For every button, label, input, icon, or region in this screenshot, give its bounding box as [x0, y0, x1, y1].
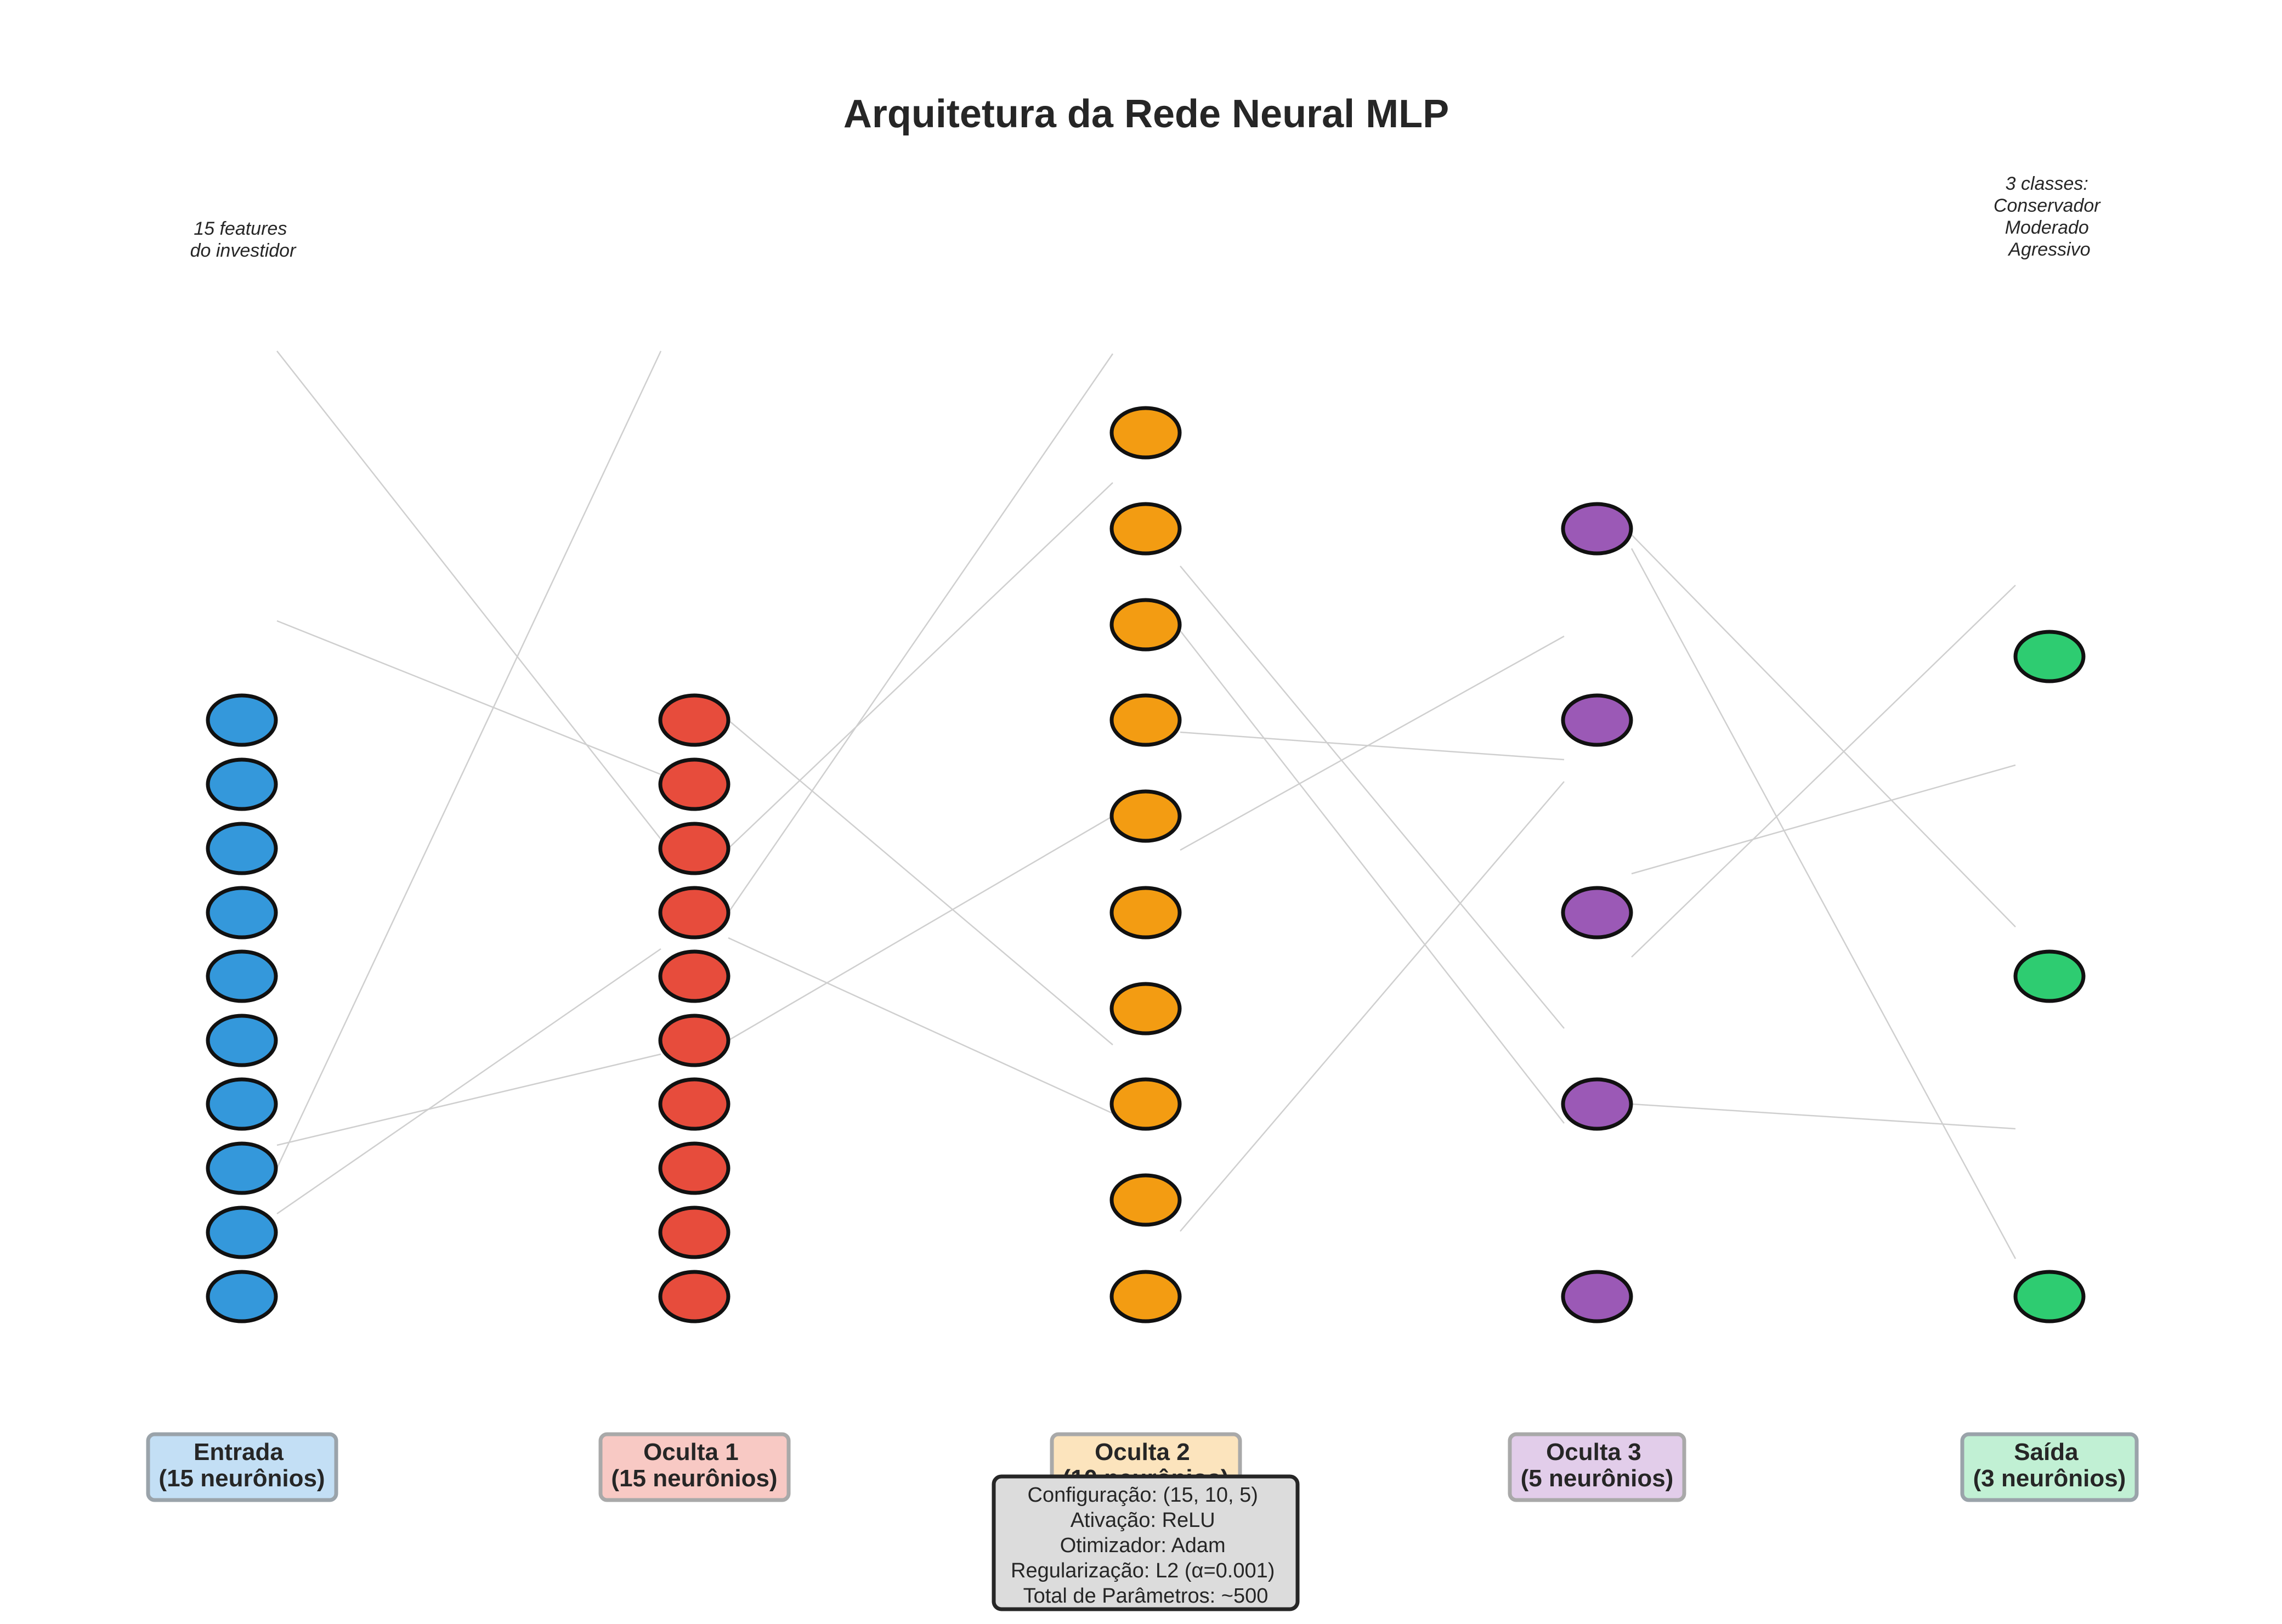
neuron-node [206, 693, 278, 747]
layer-name: Oculta 2 [1095, 1439, 1190, 1465]
neuron-node [658, 1077, 731, 1131]
neuron-node [1561, 1270, 1633, 1323]
connection-line [1180, 630, 1565, 1124]
layer-label-oculta-3: Oculta 3 (5 neurônios) [1508, 1432, 1686, 1502]
connection-line [276, 620, 661, 776]
neuron-node [2013, 949, 2086, 1003]
input-note-line: 15 features [194, 218, 287, 239]
config-box: Configuração: (15, 10, 5) Ativação: ReLU… [992, 1474, 1300, 1611]
output-note: 3 classes: Conservador Moderado Agressiv… [1994, 173, 2105, 260]
neuron-node [1109, 982, 1182, 1035]
output-note-line: Agressivo [2007, 239, 2090, 260]
config-box-frame [992, 1474, 1300, 1611]
connection-line [727, 353, 1114, 913]
input-note: 15 features do investidor [190, 218, 297, 261]
layer-label-box [1508, 1432, 1686, 1502]
neuron-node [1109, 789, 1182, 843]
neuron-node [1109, 1077, 1182, 1131]
neuron-node [1109, 598, 1182, 652]
neuron-node [206, 1270, 278, 1323]
svg-text:Saída (3 neurônios): Saída (3 neurônios) [1973, 1439, 2126, 1492]
connection-line [1630, 548, 2017, 1259]
neuron-node [1561, 886, 1633, 940]
diagram-title: Arquitetura da Rede Neural MLP [843, 92, 1449, 136]
neuron-node [658, 1206, 731, 1259]
neuron-node [206, 1077, 278, 1131]
neuron-node [1561, 693, 1633, 747]
neuron-node [658, 1270, 731, 1323]
svg-text:Configuração: (15, 10, 5): Configuração: (15, 10, 5) Ativação: ReLU… [1011, 1484, 1281, 1608]
neuron-node [1109, 1270, 1182, 1323]
connection-lines [276, 350, 2017, 1259]
connection-line [728, 720, 1113, 1045]
layer-label-saida: Saída (3 neurônios) [1960, 1432, 2139, 1502]
layer-count: (3 neurônios) [1973, 1465, 2126, 1492]
connection-line [728, 815, 1113, 1042]
connection-line [1631, 764, 2016, 875]
svg-text:Oculta 3 (5 neurônios): Oculta 3 (5 neurônios) [1521, 1439, 1674, 1492]
neuron-node [1109, 693, 1182, 747]
output-note-line: 3 classes: [2006, 173, 2088, 194]
config-line: Otimizador: Adam [1060, 1534, 1226, 1557]
layer-count: (15 neurônios) [611, 1465, 777, 1492]
neuron-node [658, 757, 731, 811]
neuron-node [2013, 1270, 2086, 1323]
neuron-node [658, 949, 731, 1003]
neuron-node [658, 1014, 731, 1067]
svg-text:Entrada (15 neurônios): Entrada (15 neurônios) [158, 1439, 325, 1492]
neuron-node [206, 949, 278, 1003]
connection-line [276, 1053, 661, 1146]
svg-text:Oculta 1 (15 neurônios): Oculta 1 (15 neurônios) [611, 1439, 777, 1492]
connection-line [276, 350, 662, 1169]
output-note-line: Conservador [1994, 195, 2101, 216]
config-line: Ativação: ReLU [1071, 1509, 1215, 1532]
neuron-node [1561, 502, 1633, 556]
layer-label-box [146, 1432, 338, 1502]
neuron-node [206, 886, 278, 940]
neuron-node [206, 1141, 278, 1195]
config-line: Regularização: L2 (α=0.001) [1011, 1559, 1275, 1582]
connection-line [728, 482, 1113, 849]
layer-count: (15 neurônios) [158, 1465, 325, 1492]
layer-label-box [1960, 1432, 2139, 1502]
neuron-node [206, 1014, 278, 1067]
neuron-node [1109, 406, 1182, 460]
input-note-line: do investidor [190, 240, 297, 261]
neuron-node [1561, 1077, 1633, 1131]
neuron-node [2013, 630, 2086, 683]
neuron-node [1109, 1173, 1182, 1227]
layer-name: Oculta 3 [1546, 1439, 1641, 1465]
connection-line [1180, 635, 1565, 851]
layer-label-box [598, 1432, 791, 1502]
connection-line [1180, 565, 1565, 1029]
config-line: Total de Parâmetros: ~500 [1023, 1585, 1269, 1608]
layer-name: Entrada [194, 1439, 284, 1465]
neuron-node [206, 757, 278, 811]
connection-line [276, 350, 661, 840]
layer-label-oculta-1: Oculta 1 (15 neurônios) [598, 1432, 791, 1502]
connection-line [1180, 781, 1565, 1232]
layer-name: Oculta 1 [643, 1439, 739, 1465]
neuron-node [658, 822, 731, 875]
connection-line [728, 937, 1113, 1114]
config-line: Configuração: (15, 10, 5) [1028, 1484, 1258, 1507]
layer-count: (5 neurônios) [1521, 1465, 1674, 1492]
layer-label-entrada: Entrada (15 neurônios) [146, 1432, 338, 1502]
output-note-line: Moderado [2005, 217, 2089, 238]
neuron-node [1109, 886, 1182, 940]
neuron-node [658, 1141, 731, 1195]
connection-line [1631, 534, 2016, 927]
neuron-node [206, 822, 278, 875]
connection-line [1631, 1103, 2016, 1130]
connection-line [1180, 731, 1565, 761]
connection-line [1631, 585, 2016, 958]
neurons [206, 406, 2086, 1323]
neuron-node [658, 693, 731, 747]
layer-name: Saída [2014, 1439, 2079, 1465]
neuron-node [206, 1206, 278, 1259]
neuron-node [658, 886, 731, 940]
connection-line [276, 948, 661, 1215]
neuron-node [1109, 502, 1182, 556]
